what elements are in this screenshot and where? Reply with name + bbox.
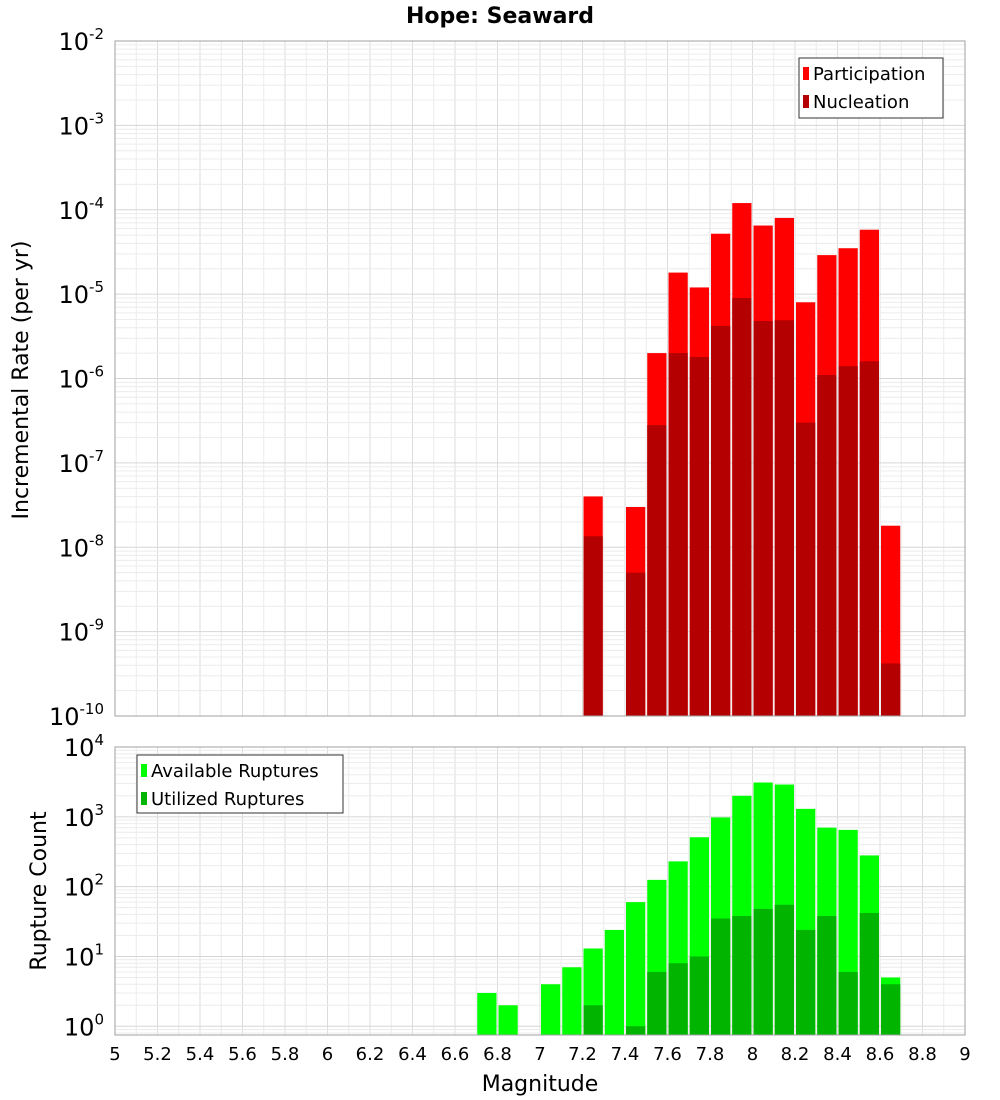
x-tick-label: 5 xyxy=(109,1044,120,1065)
nucleation-bar xyxy=(838,366,858,716)
utilized-ruptures-bar xyxy=(859,912,879,1035)
x-tick-label: 6.2 xyxy=(356,1044,385,1065)
nucleation-bar xyxy=(689,356,709,716)
utilized-ruptures-bar xyxy=(838,971,858,1035)
y-tick-label: 10-6 xyxy=(58,363,104,394)
nucleation-bar xyxy=(583,536,603,716)
nucleation-bar xyxy=(774,320,794,716)
legend-swatch xyxy=(803,95,809,108)
nucleation-bar xyxy=(881,663,901,716)
legend-label: Nucleation xyxy=(813,92,909,113)
y-tick-label: 102 xyxy=(64,871,104,902)
utilized-ruptures-bar xyxy=(732,915,752,1035)
x-tick-label: 8.8 xyxy=(908,1044,937,1065)
legend-box xyxy=(136,754,344,814)
x-tick-label: 7.2 xyxy=(568,1044,597,1065)
nucleation-bar xyxy=(753,321,773,716)
legend-swatch xyxy=(141,764,147,777)
plot-frame xyxy=(114,40,966,717)
legend-swatch xyxy=(141,792,147,805)
utilized-ruptures-bar xyxy=(817,915,837,1035)
x-tick-label: 8 xyxy=(747,1044,758,1065)
rupture-count-panel: 104 103 102 101 100 Rupture Count Available Ru… xyxy=(27,731,971,1065)
legend-label: Available Ruptures xyxy=(151,761,319,782)
incremental-rate-panel: 10-2 10-3 10-4 10-5 10-6 10-7 10-8 10-9 10-10 Inc… xyxy=(9,25,966,731)
legend-swatch xyxy=(803,67,809,80)
utilized-ruptures-bar xyxy=(689,956,709,1035)
y-tick-label: 103 xyxy=(64,801,104,832)
nucleation-bar xyxy=(711,325,731,716)
utilized-ruptures-bar xyxy=(583,1005,603,1035)
x-tick-label: 7.6 xyxy=(653,1044,682,1065)
y-axis-label: Rupture Count xyxy=(27,811,52,971)
x-tick-label: 8.6 xyxy=(866,1044,895,1065)
y-tick-label: 10-8 xyxy=(58,531,104,562)
x-tick-label: 6.8 xyxy=(483,1044,512,1065)
nucleation-bar xyxy=(817,375,837,716)
x-tick-label: 7 xyxy=(534,1044,545,1065)
available-ruptures-bar xyxy=(562,967,582,1035)
nucleation-bar xyxy=(732,297,752,716)
utilized-ruptures-bar xyxy=(668,963,688,1035)
utilized-ruptures-bar xyxy=(881,984,901,1035)
y-tick-label: 10-10 xyxy=(49,700,104,731)
x-tick-label: 5.2 xyxy=(143,1044,172,1065)
x-tick-label: 6.4 xyxy=(398,1044,427,1065)
utilized-ruptures-bar xyxy=(711,918,731,1035)
y-tick-label: 10-7 xyxy=(58,447,104,478)
utilized-ruptures-bar xyxy=(774,904,794,1035)
y-tick-label: 104 xyxy=(64,731,104,762)
x-tick-label: 8.2 xyxy=(781,1044,810,1065)
x-tick-label: 8.4 xyxy=(823,1044,852,1065)
y-axis-label: Incremental Rate (per yr) xyxy=(9,241,34,520)
x-tick-label: 5.8 xyxy=(271,1044,300,1065)
available-ruptures-bar xyxy=(498,1005,518,1035)
y-tick-label: 10-9 xyxy=(58,616,104,647)
legend-box xyxy=(798,57,944,119)
x-tick-label: 5.4 xyxy=(186,1044,215,1065)
utilized-ruptures-bar xyxy=(626,1026,646,1035)
y-tick-label: 10-2 xyxy=(58,25,104,56)
available-ruptures-bar xyxy=(477,992,497,1035)
x-axis-label: Magnitude xyxy=(482,1072,599,1097)
available-ruptures-bar xyxy=(541,984,561,1035)
y-tick-label: 10-5 xyxy=(58,278,104,309)
y-tick-label: 10-4 xyxy=(58,194,104,225)
nucleation-bar xyxy=(668,353,688,716)
y-tick-label: 10-3 xyxy=(58,109,104,140)
legend-label: Participation xyxy=(813,64,925,85)
utilized-ruptures-bar xyxy=(796,929,816,1035)
available-ruptures-bar xyxy=(604,929,624,1035)
x-tick-label: 7.8 xyxy=(696,1044,725,1065)
nucleation-bar xyxy=(796,422,816,716)
x-tick-label: 6 xyxy=(322,1044,333,1065)
chart-title: Hope: Seaward xyxy=(406,4,594,29)
available-ruptures-bar xyxy=(626,902,646,1035)
x-tick-label: 9 xyxy=(959,1044,970,1065)
nucleation-bar xyxy=(859,361,879,716)
y-tick-label: 100 xyxy=(64,1010,104,1041)
legend-label: Utilized Ruptures xyxy=(151,789,304,810)
nucleation-bar xyxy=(647,425,667,716)
plot-frame xyxy=(114,746,966,1036)
x-tick-label: 6.6 xyxy=(441,1044,470,1065)
utilized-ruptures-bar xyxy=(647,971,667,1035)
x-tick-label: 7.4 xyxy=(611,1044,640,1065)
y-tick-label: 101 xyxy=(64,940,104,971)
nucleation-bar xyxy=(626,572,646,716)
x-tick-label: 5.6 xyxy=(228,1044,257,1065)
utilized-ruptures-bar xyxy=(753,908,773,1035)
